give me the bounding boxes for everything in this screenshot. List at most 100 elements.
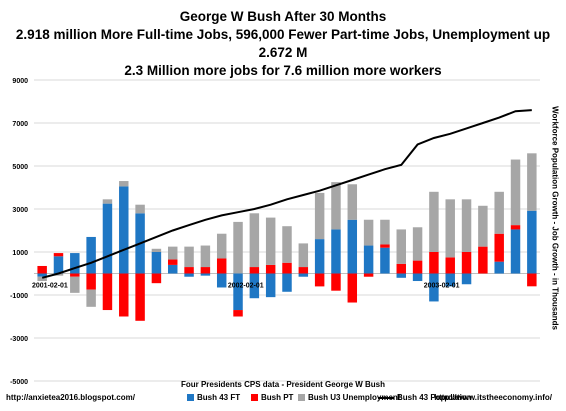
bar-pt	[70, 273, 80, 277]
bar-pt	[363, 273, 374, 277]
bar-pt	[200, 267, 211, 274]
bar-ft	[37, 273, 47, 277]
bar-pt	[216, 258, 227, 274]
bar-ft	[168, 264, 178, 274]
bar-ft	[216, 273, 227, 288]
bar-ft	[461, 273, 472, 285]
url-right: http://www.itstheeconomy.info/	[434, 393, 552, 402]
bar-ft	[249, 273, 260, 299]
bar-pt	[347, 273, 358, 303]
bar-unemp	[249, 213, 260, 268]
bar-pt	[282, 262, 292, 274]
bar-pt	[233, 310, 243, 317]
bar-pt	[445, 257, 455, 274]
bar-pt	[151, 273, 162, 284]
bar-ft	[102, 203, 113, 274]
x-tick-label: 2002-02-01	[228, 283, 264, 290]
legend-label-pop: Bush 43 Population	[397, 393, 472, 402]
y-tick-label: 9000	[12, 78, 28, 85]
bar-pt	[396, 263, 406, 274]
bar-ft	[119, 186, 129, 274]
bar-ft	[396, 273, 406, 278]
bar-ft	[527, 210, 537, 274]
bar-unemp	[53, 273, 64, 276]
bar-ft	[53, 256, 64, 274]
bar-unemp	[429, 191, 439, 252]
bar-ft	[380, 247, 390, 274]
y-tick-label: -1000	[10, 293, 28, 300]
bar-ft	[265, 273, 276, 298]
bar-pt	[298, 267, 309, 274]
legend-swatch-ft	[187, 394, 194, 401]
bar-ft	[282, 273, 292, 292]
bar-ft	[86, 236, 96, 274]
bar-unemp	[216, 233, 227, 259]
legend-item-ft: Bush 43 FT	[187, 393, 240, 402]
bar-unemp	[347, 184, 358, 220]
bar-unemp	[396, 229, 406, 264]
bar-unemp	[331, 182, 341, 230]
y-tick-label: -5000	[10, 379, 28, 386]
bar-ft	[412, 273, 423, 282]
legend-label-ft: Bush 43 FT	[197, 393, 241, 402]
y-tick-label: -3000	[10, 336, 28, 343]
x-tick-label: 2001-02-01	[32, 283, 68, 290]
bar-ft	[200, 273, 211, 276]
bar-pt	[461, 252, 472, 274]
chart-title: George W Bush After 30 Months	[179, 9, 387, 24]
source-note: Four Presidents CPS data - President Geo…	[180, 380, 386, 389]
y-tick-label: 5000	[12, 164, 28, 171]
bar-unemp	[478, 205, 488, 247]
bar-unemp	[282, 226, 292, 263]
bar-pt	[494, 233, 504, 262]
bar-ft	[184, 273, 194, 277]
bar-pt	[184, 267, 194, 274]
x-tick-label: 2003-02-01	[424, 283, 460, 290]
bar-unemp	[151, 248, 162, 252]
bar-ft	[70, 253, 80, 274]
legend-swatch-pt	[251, 394, 258, 401]
bar-pt	[119, 273, 129, 317]
bar-unemp	[314, 192, 325, 240]
bar-unemp	[298, 243, 309, 268]
bar-unemp	[86, 289, 96, 307]
bar-ft	[233, 273, 243, 311]
bar-unemp	[412, 227, 423, 261]
bar-unemp	[265, 217, 276, 265]
legend-item-unemp: Bush U3 Unemployment	[298, 393, 400, 402]
bar-ft	[298, 273, 309, 277]
bar-ft	[494, 261, 504, 274]
bar-unemp	[494, 191, 504, 234]
bar-unemp	[135, 204, 145, 214]
bar-ft	[347, 219, 358, 274]
legend-item-pt: Bush PT	[251, 393, 293, 402]
legend-swatch-unemp	[298, 394, 305, 401]
bar-pt	[412, 260, 423, 274]
bar-pt	[527, 273, 537, 287]
bar-unemp	[184, 246, 194, 268]
bar-unemp	[445, 199, 455, 258]
bar-pt	[429, 252, 439, 274]
chart-subtitle-2: 2.3 Million more jobs for 7.6 million mo…	[124, 63, 442, 78]
bar-pt	[380, 244, 390, 248]
bar-unemp	[70, 276, 80, 293]
legend-item-pop: Bush 43 Population	[378, 393, 472, 402]
bar-pt	[37, 265, 47, 274]
bar-ft	[314, 239, 325, 274]
bar-unemp	[510, 159, 521, 226]
bar-pt	[265, 264, 276, 274]
bar-unemp	[37, 276, 47, 282]
bar-unemp	[200, 245, 211, 268]
bar-pt	[53, 253, 64, 257]
bar-pt	[102, 273, 113, 311]
bar-ft	[151, 252, 162, 274]
y-tick-label: 7000	[12, 121, 28, 128]
bar-pt	[331, 273, 341, 291]
chart-subtitle: 2.918 million More Full-time Jobs, 596,0…	[15, 27, 551, 60]
bar-unemp	[102, 199, 113, 204]
bar-pt	[314, 273, 325, 287]
url-left: http://anxietea2016.blogspot.com/	[6, 393, 135, 402]
bar-unemp	[380, 219, 390, 245]
legend-label-unemp: Bush U3 Unemployment	[308, 393, 401, 402]
